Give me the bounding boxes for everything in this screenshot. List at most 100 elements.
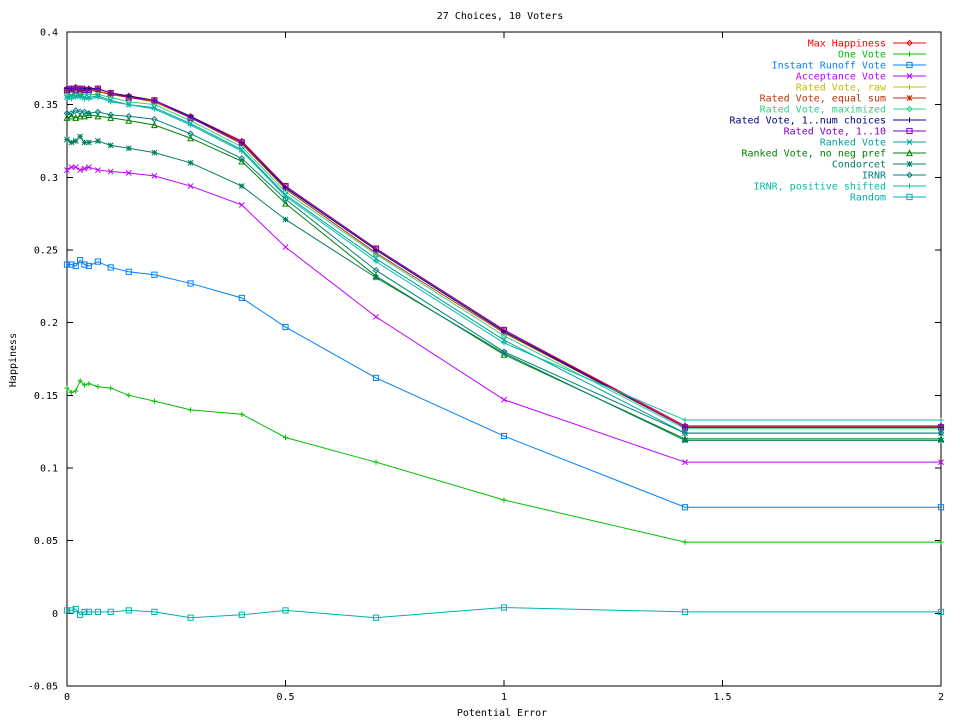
- series-line: [67, 86, 941, 427]
- data-point: [238, 155, 246, 162]
- series-line: [67, 86, 941, 428]
- data-point: [906, 171, 913, 179]
- data-point: [77, 167, 84, 174]
- data-point: [68, 164, 75, 171]
- data-point: [107, 142, 114, 149]
- data-point: [81, 165, 88, 172]
- data-point: [373, 249, 379, 256]
- data-point: [68, 92, 75, 99]
- data-point: [187, 183, 194, 190]
- data-point: [187, 122, 194, 128]
- data-point: [85, 262, 92, 270]
- data-point: [681, 425, 689, 433]
- data-point: [372, 251, 380, 258]
- data-point: [151, 106, 157, 112]
- series-line: [66, 114, 941, 440]
- data-point: [94, 258, 101, 265]
- data-point: [126, 102, 132, 108]
- data-point: [77, 85, 84, 92]
- chart-title: 27 Choices, 10 Voters: [437, 11, 563, 22]
- data-point: [906, 73, 913, 79]
- data-point: [937, 425, 945, 433]
- data-point: [282, 182, 289, 190]
- data-point: [239, 411, 245, 417]
- data-point: [906, 183, 913, 189]
- data-point: [125, 607, 132, 614]
- data-point: [906, 127, 913, 135]
- data-point: [94, 85, 101, 92]
- data-point: [500, 326, 508, 334]
- series-rated-vote-maximized: [63, 89, 945, 433]
- data-point: [906, 51, 913, 57]
- data-point: [187, 114, 194, 121]
- series-condorcet: [64, 133, 944, 444]
- data-point: [187, 614, 194, 621]
- data-point: [72, 164, 79, 171]
- series-random: [63, 604, 945, 621]
- y-tick-label: 0.1: [40, 464, 58, 475]
- series-line: [67, 259, 941, 508]
- data-point: [81, 382, 88, 388]
- legend-label: Rated Vote, raw: [796, 83, 887, 94]
- data-point: [107, 608, 114, 615]
- data-point: [151, 271, 158, 278]
- data-point: [73, 388, 79, 394]
- data-point: [68, 139, 75, 146]
- data-point: [72, 605, 79, 613]
- data-point: [68, 85, 75, 92]
- data-point: [238, 157, 246, 165]
- data-point: [906, 193, 913, 201]
- y-axis-label: Happiness: [8, 333, 19, 387]
- legend-label: IRNR: [862, 171, 887, 182]
- data-point: [63, 110, 71, 117]
- data-point: [64, 167, 70, 174]
- x-tick-label: 0.5: [276, 692, 294, 703]
- data-point: [238, 139, 245, 146]
- data-point: [937, 504, 945, 511]
- data-point: [938, 459, 944, 466]
- legend-label: Rated Vote, 1..10: [784, 127, 886, 138]
- data-point: [64, 136, 70, 143]
- data-point: [682, 417, 688, 423]
- data-point: [81, 261, 88, 268]
- data-point: [77, 94, 83, 100]
- data-point: [500, 348, 508, 356]
- data-point: [282, 199, 289, 207]
- x-axis-label: Potential Error: [457, 708, 547, 719]
- series-rated-vote-equal-sum: [64, 87, 944, 431]
- data-point: [94, 112, 102, 120]
- y-tick-label: 0.35: [34, 100, 58, 111]
- data-point: [151, 608, 158, 615]
- data-point: [501, 350, 507, 357]
- y-tick-label: 0.05: [34, 536, 58, 547]
- series-line: [67, 607, 941, 619]
- series-line: [66, 95, 941, 434]
- data-point: [63, 607, 71, 614]
- series-line: [66, 96, 941, 421]
- data-point: [68, 110, 75, 117]
- data-point: [72, 262, 79, 270]
- data-point: [906, 161, 913, 167]
- data-point: [906, 95, 913, 101]
- data-point: [681, 504, 689, 511]
- data-point: [126, 392, 132, 398]
- y-tick-label: 0: [52, 609, 58, 620]
- data-point: [125, 112, 133, 120]
- data-point: [64, 385, 70, 391]
- data-point: [282, 193, 289, 199]
- data-point: [372, 245, 380, 252]
- data-point: [63, 114, 71, 121]
- series-one-vote: [64, 378, 944, 545]
- y-tick-label: 0.2: [40, 318, 58, 329]
- data-point: [107, 264, 114, 271]
- data-point: [373, 313, 379, 320]
- data-point: [94, 608, 101, 615]
- series-ranked-vote: [64, 92, 944, 437]
- legend-label: Ranked Vote, no neg pref: [742, 149, 887, 160]
- legend-label: Rated Vote, maximized: [760, 105, 886, 116]
- data-point: [86, 381, 92, 387]
- data-point: [906, 84, 913, 90]
- data-point: [107, 89, 114, 97]
